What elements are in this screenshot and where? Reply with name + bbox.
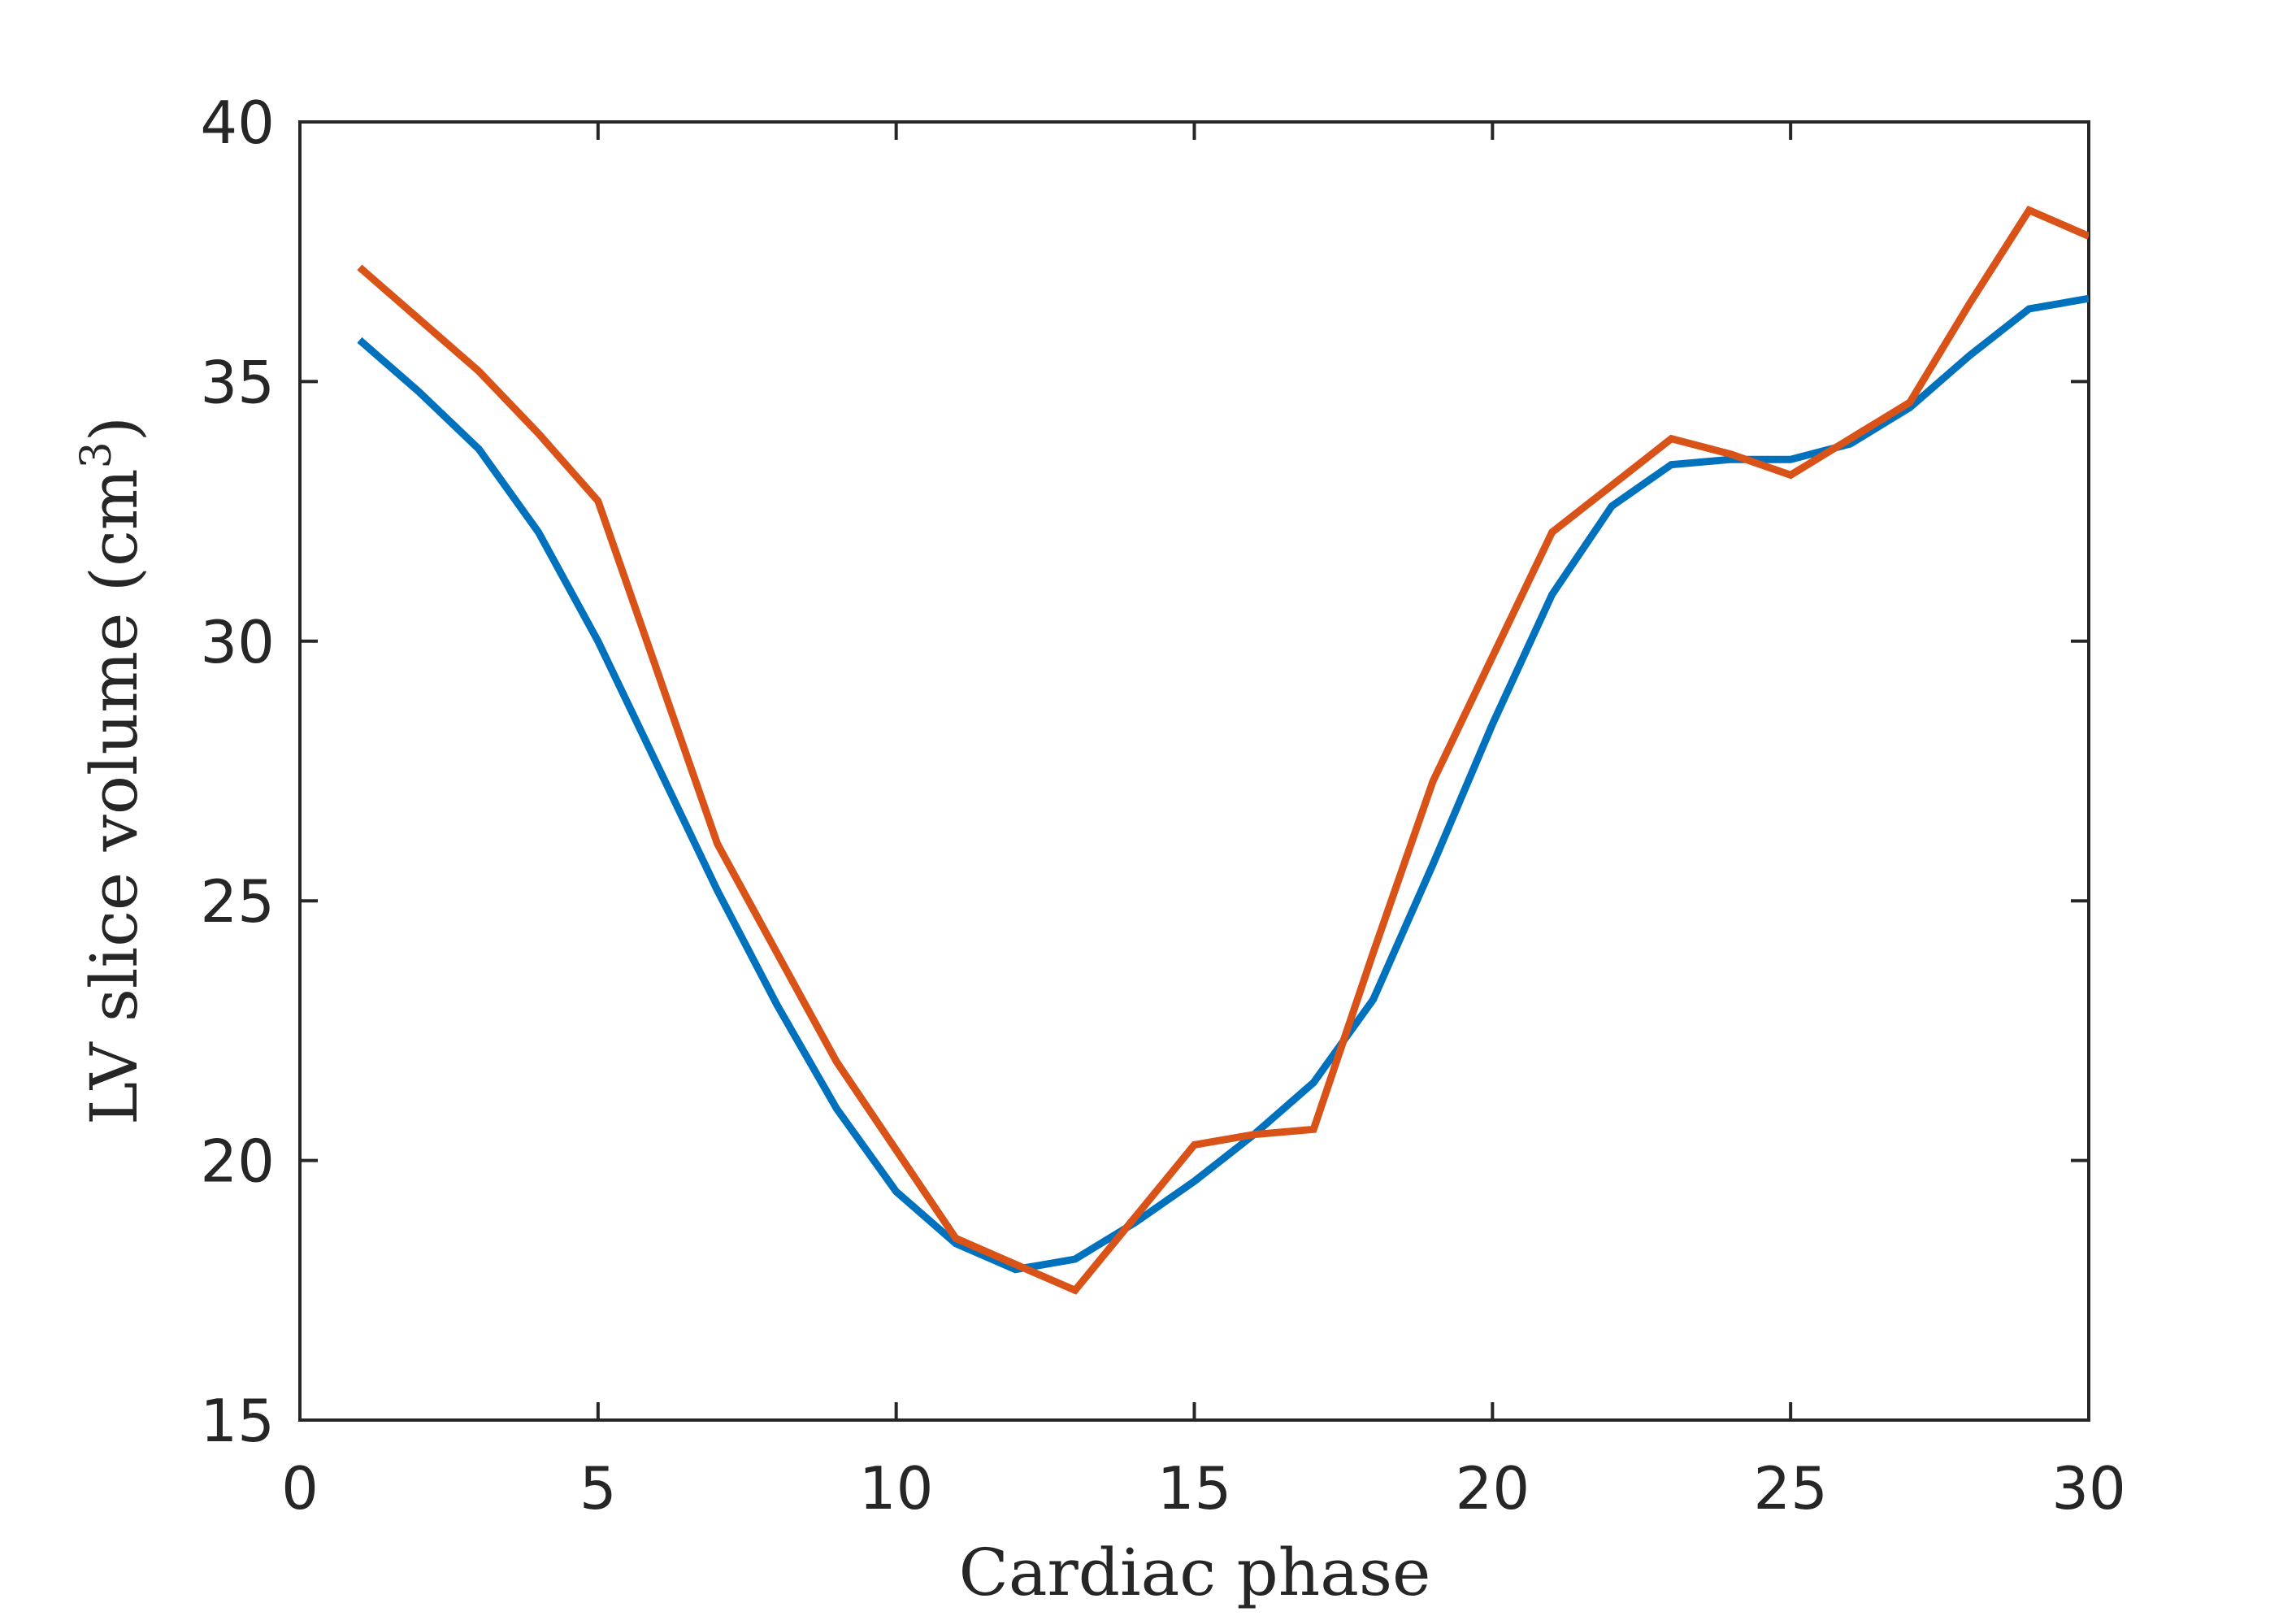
y-tick-label-0: 15 [200,1387,275,1455]
y-tick-label-4: 35 [200,348,275,416]
series-line-1 [357,205,2089,1295]
y-tick-label-3: 30 [200,608,275,676]
y-tick-label-2: 25 [200,867,275,936]
x-tick-label-1: 5 [579,1454,617,1523]
y-tick-label-5: 40 [200,89,275,157]
y-axis-title-close: ) [76,416,152,441]
x-tick-label-2: 10 [859,1454,934,1523]
x-tick-label-3: 15 [1157,1454,1232,1523]
y-axis-title: LV slice volume (cm3) [72,416,152,1125]
plot-area [298,120,2090,1422]
x-tick-label-5: 25 [1753,1454,1828,1523]
x-axis-ticks: 0 5 10 15 20 25 30 [281,122,2126,1523]
y-axis-title-superscript: 3 [72,441,121,468]
series-line-0 [357,294,2089,1274]
series-group [357,205,2089,1295]
y-axis-title-main: LV slice volume (cm [76,468,152,1125]
x-tick-label-6: 30 [2051,1454,2126,1523]
axes-frame [298,120,2090,1422]
x-tick-label-0: 0 [281,1454,319,1523]
x-axis-title: Cardiac phase [959,1535,1431,1610]
y-tick-label-1: 20 [200,1127,275,1196]
y-axis-ticks: 15 20 25 30 35 40 [200,89,2089,1455]
x-tick-label-4: 20 [1456,1454,1530,1523]
